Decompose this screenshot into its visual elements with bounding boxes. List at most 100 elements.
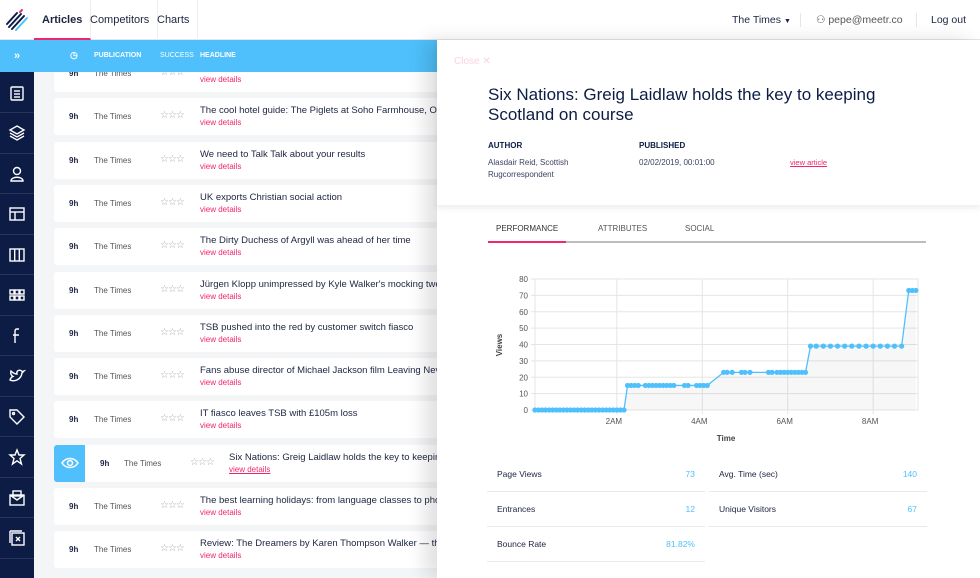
data-point[interactable] bbox=[856, 343, 862, 349]
view-details-link[interactable]: view details bbox=[200, 204, 242, 214]
data-point[interactable] bbox=[653, 382, 659, 389]
data-point[interactable] bbox=[571, 407, 577, 413]
grid-icon[interactable] bbox=[0, 276, 34, 316]
data-point[interactable] bbox=[642, 382, 648, 389]
data-point[interactable] bbox=[664, 382, 670, 389]
data-point[interactable] bbox=[582, 407, 588, 413]
layout-icon[interactable] bbox=[0, 195, 34, 235]
data-point[interactable] bbox=[870, 343, 876, 349]
data-point[interactable] bbox=[738, 369, 745, 375]
data-point[interactable] bbox=[660, 382, 666, 389]
data-point[interactable] bbox=[681, 382, 688, 389]
table-row[interactable]: 9h The Times ☆☆☆ Fans abuse director of Mic… bbox=[54, 358, 454, 396]
data-point[interactable] bbox=[863, 343, 869, 349]
data-point[interactable] bbox=[774, 369, 780, 375]
data-point[interactable] bbox=[747, 369, 753, 375]
eye-icon[interactable] bbox=[54, 444, 85, 482]
view-details-link[interactable]: view details bbox=[200, 508, 242, 517]
tab-articles[interactable]: Articles bbox=[34, 0, 92, 40]
column-headline[interactable]: HEADLINE bbox=[200, 52, 236, 59]
view-details-link[interactable]: view details bbox=[200, 75, 242, 84]
data-point[interactable] bbox=[567, 407, 574, 413]
table-row[interactable]: 9h The Times ☆☆☆ The cool hotel guide: The … bbox=[54, 98, 454, 136]
user-menu[interactable]: ⚇ pepe@meetr.co bbox=[816, 0, 903, 40]
data-point[interactable] bbox=[795, 369, 802, 375]
data-point[interactable] bbox=[564, 407, 570, 413]
data-point[interactable] bbox=[742, 369, 748, 375]
table-row[interactable]: 9h The Times ☆☆☆ We need to Talk Talk about… bbox=[54, 141, 454, 179]
data-point[interactable] bbox=[884, 343, 890, 349]
view-details-link[interactable]: view details bbox=[200, 334, 242, 344]
data-point[interactable] bbox=[649, 382, 656, 389]
star-icon[interactable] bbox=[0, 438, 34, 478]
data-point[interactable] bbox=[701, 382, 707, 389]
data-point[interactable] bbox=[913, 287, 919, 294]
view-article-link[interactable]: view article bbox=[790, 158, 828, 167]
data-point[interactable] bbox=[600, 407, 606, 413]
data-point[interactable] bbox=[617, 407, 624, 413]
data-point[interactable] bbox=[596, 407, 602, 413]
data-point[interactable] bbox=[820, 343, 826, 349]
table-row[interactable]: 9h The Times ☆☆☆ The Dirty Duchess of Argyl… bbox=[54, 228, 454, 266]
column-publication[interactable]: PUBLICATION bbox=[94, 52, 142, 59]
data-point[interactable] bbox=[788, 369, 794, 375]
data-point[interactable] bbox=[729, 369, 735, 375]
data-point[interactable] bbox=[553, 407, 559, 413]
view-details-link[interactable]: view details bbox=[200, 551, 242, 561]
view-details-link[interactable]: view details bbox=[200, 248, 242, 258]
data-point[interactable] bbox=[557, 407, 563, 413]
data-point[interactable] bbox=[592, 407, 599, 413]
data-point[interactable] bbox=[697, 382, 703, 389]
data-point[interactable] bbox=[535, 407, 542, 413]
table-row[interactable]: 9h The Times ☆☆☆ Review: The Dreamers by Ka… bbox=[54, 531, 454, 569]
data-point[interactable] bbox=[560, 407, 567, 413]
view-details-link[interactable]: view details bbox=[200, 291, 242, 301]
columns-icon[interactable] bbox=[0, 235, 34, 275]
data-point[interactable] bbox=[778, 369, 784, 375]
view-details-link[interactable]: view details bbox=[200, 161, 242, 171]
data-point[interactable] bbox=[813, 343, 819, 349]
data-point[interactable] bbox=[769, 369, 775, 375]
data-point[interactable] bbox=[704, 382, 710, 389]
data-point[interactable] bbox=[628, 382, 634, 389]
data-point[interactable] bbox=[578, 407, 584, 413]
data-point[interactable] bbox=[532, 407, 538, 413]
view-details-link[interactable]: view details bbox=[200, 378, 242, 388]
tag-icon[interactable] bbox=[0, 397, 34, 437]
clock-icon[interactable]: ◷ bbox=[70, 50, 78, 60]
data-point[interactable] bbox=[539, 407, 545, 413]
data-point[interactable] bbox=[807, 343, 814, 349]
view-details-link[interactable]: view details bbox=[200, 118, 242, 128]
data-point[interactable] bbox=[614, 407, 620, 413]
column-success[interactable]: SUCCESS bbox=[160, 52, 194, 59]
data-point[interactable] bbox=[724, 369, 730, 375]
data-point[interactable] bbox=[849, 343, 855, 349]
data-point[interactable] bbox=[621, 407, 627, 413]
users-icon[interactable] bbox=[0, 154, 34, 194]
table-row[interactable]: 9h The Times ☆☆☆ TSB pushed into the red by… bbox=[54, 314, 454, 352]
data-point[interactable] bbox=[899, 343, 905, 349]
logo[interactable] bbox=[0, 0, 35, 40]
close-box-icon[interactable] bbox=[0, 519, 34, 559]
data-point[interactable] bbox=[607, 407, 613, 413]
data-point[interactable] bbox=[585, 407, 591, 413]
data-point[interactable] bbox=[877, 343, 883, 349]
data-point[interactable] bbox=[694, 382, 700, 389]
data-point[interactable] bbox=[842, 343, 848, 349]
close-button[interactable]: Close ✕ bbox=[454, 56, 491, 67]
data-point[interactable] bbox=[610, 407, 616, 413]
data-point[interactable] bbox=[765, 369, 772, 375]
table-row[interactable]: 9h The Times ☆☆☆ UK exports Christian socia… bbox=[54, 184, 454, 222]
data-point[interactable] bbox=[667, 382, 673, 389]
data-point[interactable] bbox=[799, 369, 805, 375]
tab-charts[interactable]: Charts bbox=[149, 0, 199, 40]
data-point[interactable] bbox=[646, 382, 652, 389]
layers-icon[interactable] bbox=[0, 114, 34, 154]
tab-competitors[interactable]: Competitors bbox=[82, 0, 159, 40]
view-details-link[interactable]: view details bbox=[229, 464, 271, 474]
table-row[interactable]: 9h The Times ☆☆☆ Jürgen Klopp unimpressed b… bbox=[54, 271, 454, 309]
tab-performance[interactable]: PERFORMANCE bbox=[488, 224, 566, 243]
data-point[interactable] bbox=[550, 407, 556, 413]
data-point[interactable] bbox=[827, 343, 834, 349]
data-point[interactable] bbox=[546, 407, 552, 413]
